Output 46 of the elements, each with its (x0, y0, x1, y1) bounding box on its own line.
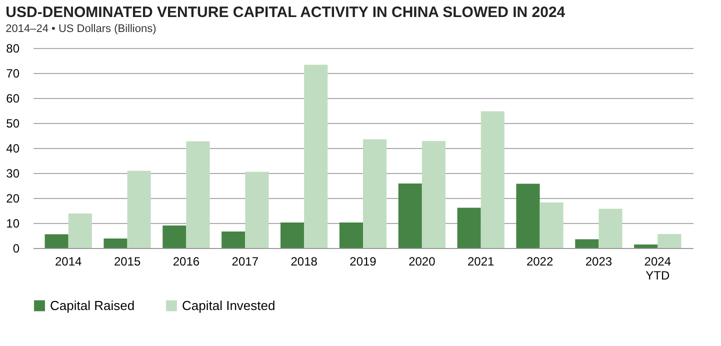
bar (480, 111, 504, 248)
x-tick-label: 2018 (290, 254, 318, 268)
bar (598, 208, 622, 248)
x-tick-label: 2015 (114, 254, 141, 268)
y-tick-label: 50 (6, 116, 20, 130)
bar (658, 234, 682, 248)
y-tick-label: 70 (6, 66, 20, 80)
x-tick-label: 2016 (172, 254, 200, 268)
x-tick-label: 2021 (468, 254, 495, 268)
y-tick-label: 80 (6, 42, 20, 56)
x-tick-label: 2022 (526, 254, 554, 268)
chart-title: USD-DENOMINATED VENTURE CAPITAL ACTIVITY IN CHINA SLOWED IN 2024 (6, 4, 566, 21)
bar (104, 238, 128, 248)
bar (44, 234, 68, 248)
y-tick-label: 40 (6, 142, 20, 156)
legend-label: Capital Raised (50, 298, 135, 313)
x-tick-label: 2019 (350, 254, 377, 268)
bar (457, 208, 481, 248)
x-tick-label: 2024 YTD (644, 254, 672, 282)
x-tick-label: 2017 (232, 254, 259, 268)
y-tick-label: 60 (6, 92, 20, 106)
bar (68, 214, 92, 248)
x-tick-label: 2014 (55, 254, 82, 268)
y-tick-label: 0 (12, 242, 20, 256)
bar (127, 170, 151, 248)
x-tick-label: 2023 (585, 254, 612, 268)
bar (186, 141, 210, 248)
bar (304, 64, 328, 248)
bar (422, 141, 446, 248)
bar (575, 239, 599, 248)
chart-subtitle: 2014–24 • US Dollars (Billions) (6, 23, 156, 35)
y-tick-label: 10 (6, 216, 20, 230)
bar (540, 202, 564, 248)
bar (516, 184, 540, 248)
bar (339, 222, 363, 248)
bar (398, 184, 422, 248)
bar (363, 139, 387, 248)
bar (245, 172, 269, 248)
y-tick-label: 30 (6, 166, 20, 180)
legend-label: Capital Invested (182, 298, 276, 313)
bar (634, 244, 658, 248)
bar (162, 226, 186, 248)
x-tick-label: 2020 (408, 254, 436, 268)
bar (280, 222, 304, 248)
bar (222, 232, 246, 248)
y-tick-label: 20 (6, 192, 20, 206)
